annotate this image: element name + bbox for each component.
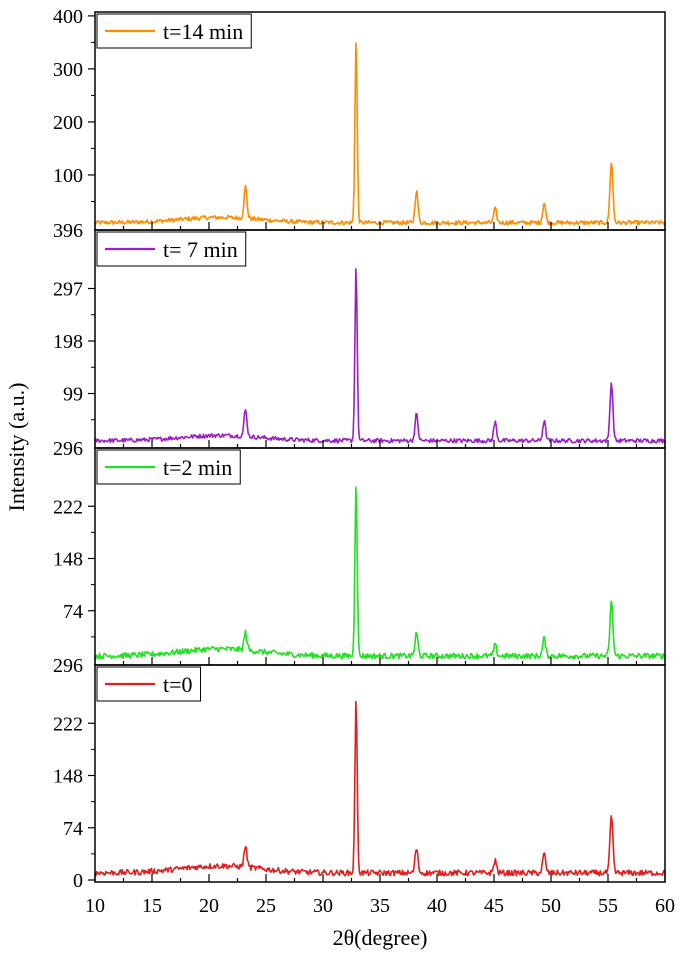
y-tick-label: 0 (73, 870, 83, 892)
panel-3: 74 148 222 296 t=2 min (53, 447, 666, 677)
x-tick-label: 15 (142, 895, 162, 917)
legend: t=0 (96, 666, 202, 702)
panel-1: 100 200 300 400 396 t=14 min (53, 6, 666, 242)
y-tick-label: 400 (53, 6, 83, 28)
x-tick-label: 55 (598, 895, 618, 917)
y-tick-label: 297 (53, 279, 83, 301)
y-axis-title: Intensity (a.u.) (4, 383, 29, 512)
y-bottom-tick-label: 296 (53, 655, 83, 677)
series-line (94, 486, 666, 660)
legend-label: t=2 min (163, 455, 232, 480)
chart-panels: 100 200 300 400 396 t=14 min 99 198 297 296 t= 7 m… (53, 6, 666, 892)
y-bottom-tick-label: 296 (53, 438, 83, 460)
series-line (94, 700, 666, 877)
x-tick-label: 60 (655, 895, 675, 917)
y-bottom-tick-label: 396 (53, 220, 83, 242)
series-line (94, 268, 666, 444)
y-tick-label: 300 (53, 59, 83, 81)
legend-label: t=0 (163, 672, 193, 697)
x-tick-label: 50 (541, 895, 561, 917)
panel-4: 0 74 148 222 t=0 (53, 664, 666, 892)
y-tick-label: 99 (63, 384, 83, 406)
series-line (94, 42, 666, 226)
x-tick-label: 10 (85, 895, 105, 917)
x-tick-label: 45 (484, 895, 504, 917)
panel-2: 99 198 297 296 t= 7 min (53, 229, 666, 460)
y-tick-label: 222 (53, 496, 83, 518)
x-tick-label: 30 (313, 895, 333, 917)
legend: t=2 min (96, 449, 241, 485)
y-tick-label: 100 (53, 165, 83, 187)
legend: t=14 min (96, 13, 252, 49)
y-tick-label: 200 (53, 112, 83, 134)
y-tick-label: 148 (53, 549, 83, 571)
x-tick-label: 20 (199, 895, 219, 917)
y-tick-label: 198 (53, 331, 83, 353)
legend: t= 7 min (96, 231, 247, 267)
legend-label: t= 7 min (163, 237, 238, 262)
legend-label: t=14 min (163, 19, 243, 44)
y-tick-label: 222 (53, 713, 83, 735)
x-axis: 10 15 20 25 30 35 40 45 50 55 60 (85, 895, 675, 917)
y-tick-label: 148 (53, 766, 83, 788)
y-tick-label: 74 (63, 601, 83, 623)
x-tick-label: 25 (256, 895, 276, 917)
x-tick-label: 40 (427, 895, 447, 917)
x-axis-title: 2θ(degree) (333, 925, 428, 950)
x-tick-label: 35 (370, 895, 390, 917)
y-tick-label: 74 (63, 818, 83, 840)
